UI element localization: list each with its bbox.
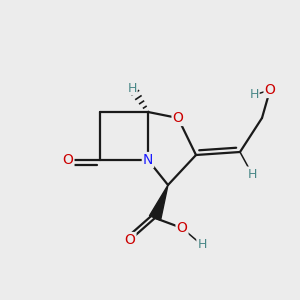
Text: N: N: [143, 153, 153, 167]
Text: H: H: [127, 82, 137, 94]
Polygon shape: [149, 185, 168, 220]
Text: O: O: [124, 233, 135, 247]
Text: O: O: [172, 111, 183, 125]
Text: O: O: [265, 83, 275, 97]
Text: H: H: [249, 88, 259, 101]
Text: O: O: [177, 221, 188, 235]
Text: O: O: [63, 153, 74, 167]
Text: H: H: [197, 238, 207, 251]
Text: H: H: [247, 167, 257, 181]
